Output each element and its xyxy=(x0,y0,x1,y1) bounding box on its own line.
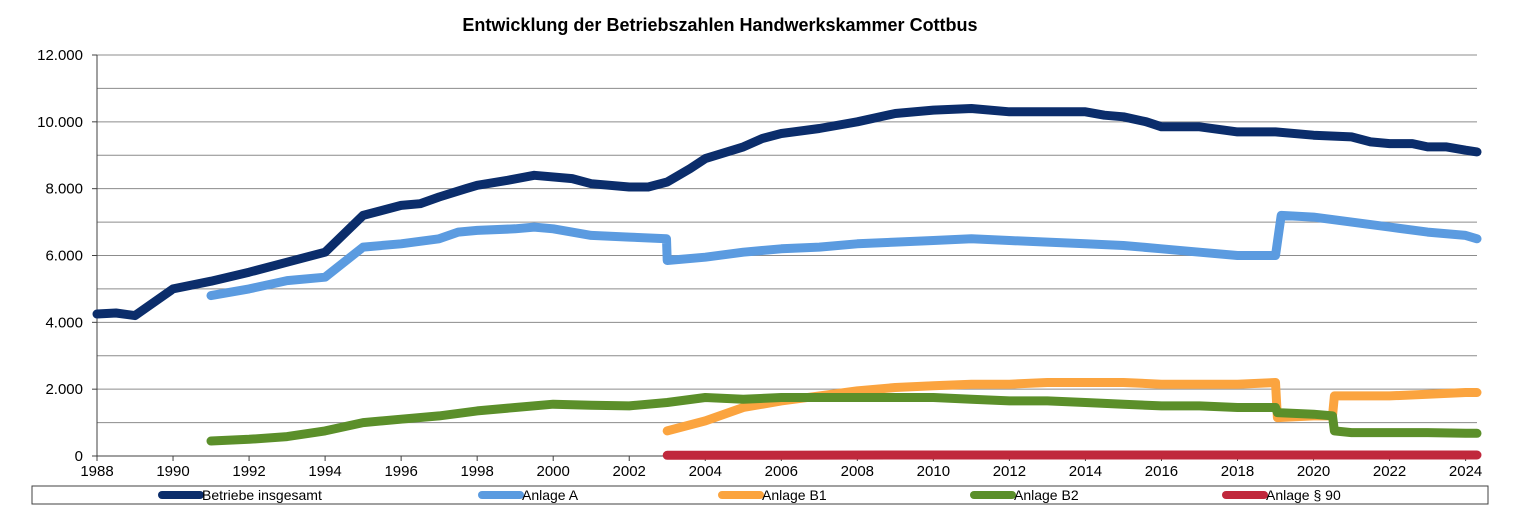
x-tick-label: 2006 xyxy=(765,463,798,480)
y-tick-label: 2.000 xyxy=(45,381,83,398)
series-line-1 xyxy=(92,104,1482,321)
x-tick-label: 2020 xyxy=(1297,463,1330,480)
legend-label: Anlage B1 xyxy=(762,487,827,503)
y-axis-tick-labels: 0 2.000 4.000 6.000 8.000 10.000 12.000 xyxy=(37,47,83,465)
series-line-4 xyxy=(206,393,1482,446)
y-tick-label: 6.000 xyxy=(45,248,83,265)
x-tick-label: 2004 xyxy=(689,463,722,480)
x-tick-label: 1998 xyxy=(460,463,493,480)
x-tick-label: 2022 xyxy=(1373,463,1406,480)
y-tick-label: 12.000 xyxy=(37,47,83,64)
x-tick-label: 2002 xyxy=(613,463,646,480)
y-tick-label: 4.000 xyxy=(45,314,83,331)
y-tick-label: 8.000 xyxy=(45,181,83,198)
x-tick-label: 2008 xyxy=(841,463,874,480)
x-tick-label: 2010 xyxy=(917,463,950,480)
series-line-3 xyxy=(662,378,1482,436)
gridlines xyxy=(97,54,1477,424)
y-tick-label: 10.000 xyxy=(37,114,83,131)
x-tick-label: 2014 xyxy=(1069,463,1102,480)
x-tick-label: 2018 xyxy=(1221,463,1254,480)
x-tick-label: 1996 xyxy=(384,463,417,480)
x-tick-label: 1988 xyxy=(80,463,113,480)
legend-label: Anlage B2 xyxy=(1014,487,1079,503)
x-tick-label: 2000 xyxy=(537,463,570,480)
x-tick-label: 2016 xyxy=(1145,463,1178,480)
series-lines xyxy=(92,104,1482,460)
y-tick-label: 0 xyxy=(75,448,83,465)
chart-title: Entwicklung der Betriebszahlen Handwerks… xyxy=(462,15,977,35)
legend: Betriebe insgesamt Anlage A Anlage B1 Anlag… xyxy=(31,485,1489,505)
x-tick-label: 1992 xyxy=(232,463,265,480)
x-tick-label: 2024 xyxy=(1449,463,1482,480)
x-axis-tick-labels: 1988 1990 1992 1994 1996 1998 2000 2002 2004 2006… xyxy=(80,463,1482,480)
x-tick-label: 1990 xyxy=(156,463,189,480)
legend-label: Betriebe insgesamt xyxy=(202,487,322,503)
series-line-2 xyxy=(206,210,1482,301)
x-tick-label: 2012 xyxy=(993,463,1026,480)
x-tick-label: 1994 xyxy=(308,463,341,480)
legend-label: Anlage § 90 xyxy=(1266,487,1341,503)
legend-label: Anlage A xyxy=(522,487,579,503)
